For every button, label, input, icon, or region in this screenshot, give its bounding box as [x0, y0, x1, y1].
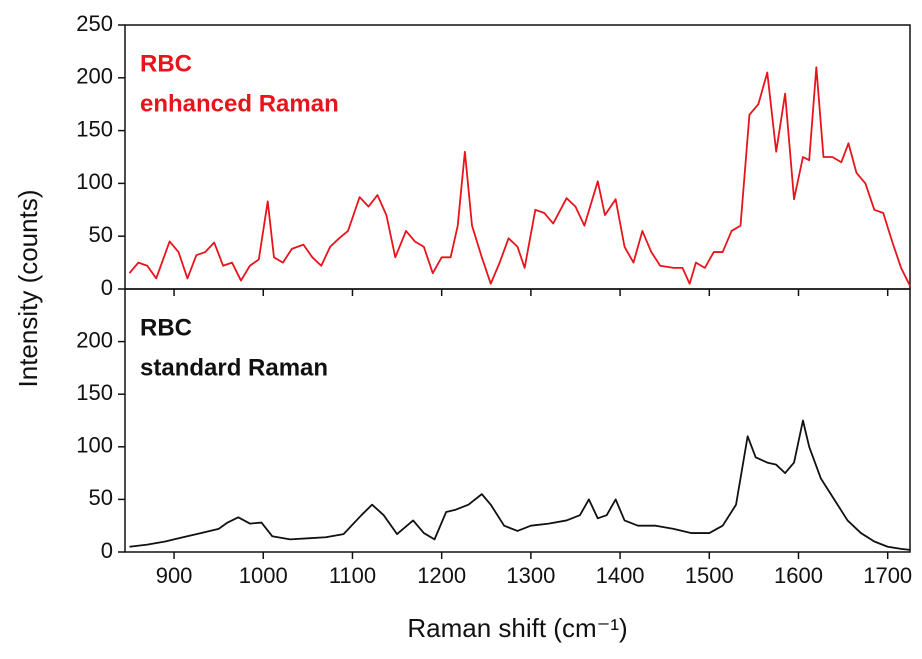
annotation: RBC	[140, 50, 192, 77]
x-tick-label: 1500	[685, 563, 734, 588]
data-line	[129, 419, 911, 551]
x-tick-label: 1000	[239, 563, 288, 588]
x-tick-label: 1200	[417, 563, 466, 588]
annotation: standard Raman	[140, 354, 328, 381]
data-line	[128, 66, 911, 287]
y-axis-label: Intensity (counts)	[13, 190, 43, 388]
y-tick-label: 200	[76, 64, 113, 89]
x-tick-label: 1400	[596, 563, 645, 588]
y-tick-label: 150	[76, 116, 113, 141]
x-axis-label: Raman shift (cm⁻¹)	[407, 613, 627, 643]
annotation: enhanced Raman	[140, 90, 339, 117]
y-tick-label: 50	[89, 222, 113, 247]
y-tick-label: 100	[76, 433, 113, 458]
y-tick-label: 250	[76, 11, 113, 36]
y-tick-label: 100	[76, 169, 113, 194]
x-tick-label: 1100	[329, 563, 376, 588]
y-tick-label: 50	[89, 485, 113, 510]
y-tick-label: 0	[101, 538, 113, 563]
annotation: RBC	[140, 314, 192, 341]
plot-frame	[124, 288, 911, 553]
y-tick-label: 150	[76, 380, 113, 405]
y-tick-label: 0	[101, 275, 113, 300]
x-tick-label: 1700	[863, 563, 912, 588]
x-tick-label: 1600	[774, 563, 823, 588]
x-tick-label: 900	[156, 563, 193, 588]
x-tick-label: 1300	[506, 563, 555, 588]
y-tick-label: 200	[76, 327, 113, 352]
